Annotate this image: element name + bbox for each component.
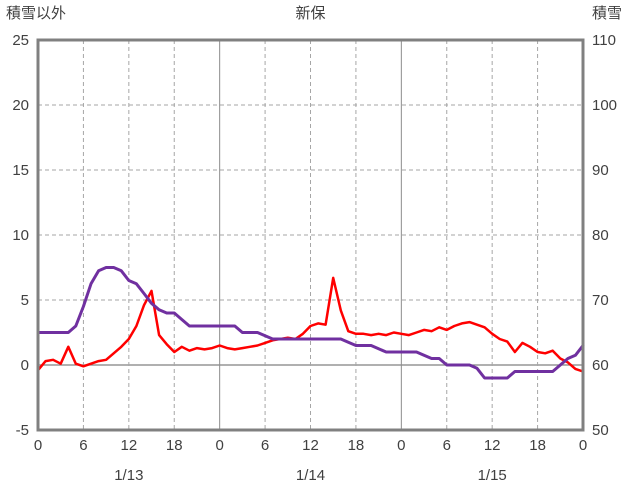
x-axis-tick: 12: [120, 437, 137, 454]
day-label: 1/13: [114, 467, 143, 484]
right-axis-tick: 90: [592, 162, 609, 179]
x-axis-tick: 0: [579, 437, 587, 454]
right-axis-tick: 70: [592, 292, 609, 309]
left-axis-tick: 15: [12, 162, 29, 179]
x-axis-tick: 0: [397, 437, 405, 454]
left-axis-tick: 10: [12, 227, 29, 244]
chart-title: 新保: [295, 5, 326, 22]
x-axis-tick: 18: [529, 437, 546, 454]
right-axis-tick: 80: [592, 227, 609, 244]
x-axis-tick: 0: [34, 437, 42, 454]
left-axis-tick: 20: [12, 97, 29, 114]
series-line-red: [36, 276, 585, 373]
series-line-purple: [36, 266, 585, 380]
x-axis-tick: 18: [166, 437, 183, 454]
right-axis-title: 積雪: [591, 5, 622, 22]
left-axis-tick: 5: [21, 292, 29, 309]
x-axis-tick: 18: [348, 437, 365, 454]
plot-border: [36, 38, 585, 432]
day-label: 1/14: [296, 467, 325, 484]
x-axis-tick: 6: [261, 437, 269, 454]
x-axis-tick: 12: [302, 437, 319, 454]
left-axis-tick: 0: [21, 357, 29, 374]
x-axis-tick: 6: [443, 437, 451, 454]
right-axis-tick: 110: [592, 32, 616, 49]
right-axis-tick: 60: [592, 357, 609, 374]
day-label: 1/15: [478, 467, 507, 484]
left-axis-title: 積雪以外: [6, 5, 67, 22]
right-axis-tick: 50: [592, 422, 609, 439]
right-axis-tick: 100: [592, 97, 617, 114]
x-axis-tick: 0: [215, 437, 223, 454]
left-axis-tick: -5: [16, 422, 29, 439]
x-axis-tick: 6: [79, 437, 87, 454]
x-axis-tick: 12: [484, 437, 501, 454]
left-axis-tick: 25: [12, 32, 29, 49]
